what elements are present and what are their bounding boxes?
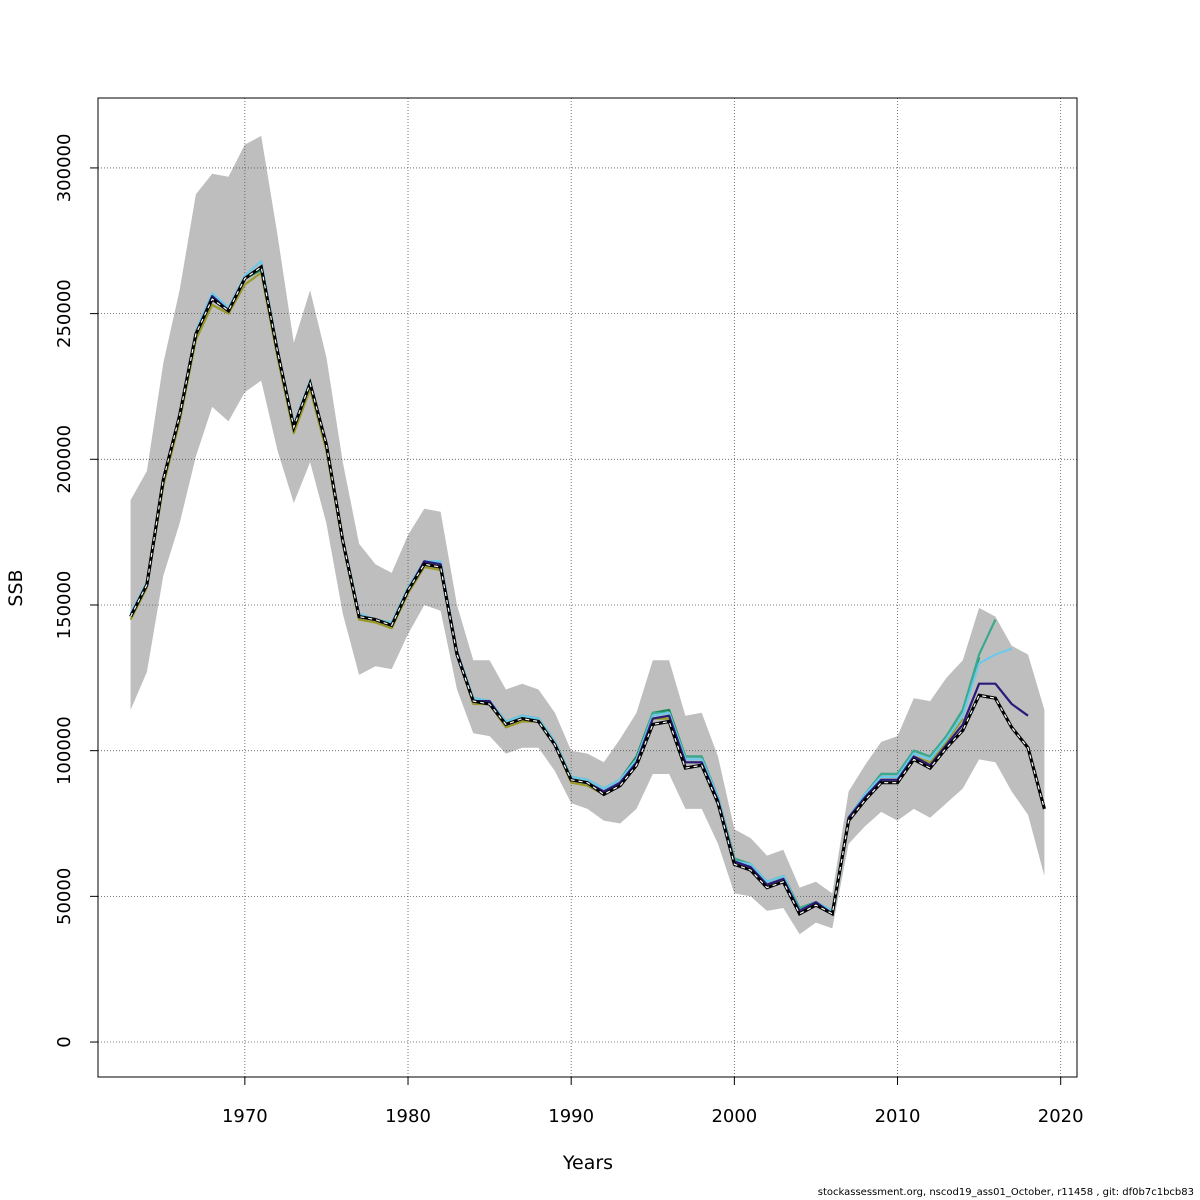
series-line-base-fit	[130, 265, 1045, 915]
confidence-band-layer	[130, 135, 1045, 935]
y-tick-label: 100000	[54, 716, 75, 785]
y-tick-label: 50000	[54, 868, 75, 925]
y-tick-label: 300000	[54, 134, 75, 203]
x-tick-label: 2010	[875, 1106, 921, 1127]
x-tick-label: 1970	[222, 1106, 268, 1127]
y-tick-label: 250000	[54, 279, 75, 348]
plot-frame	[97, 97, 1078, 1078]
x-tick-label: 2000	[711, 1106, 757, 1127]
y-tick-label: 200000	[54, 425, 75, 494]
confidence-band	[130, 135, 1045, 935]
y-axis-title: SSB	[5, 569, 27, 606]
x-axis-ticks: 1970 1980 1990 2000 2010 2020	[222, 1077, 1084, 1127]
x-tick-label: 2020	[1038, 1106, 1084, 1127]
y-axis-ticks: 0 50000 100000 150000 200000 250000 300000	[54, 134, 98, 1048]
x-tick-label: 1990	[548, 1106, 594, 1127]
y-tick-label: 150000	[54, 571, 75, 640]
series-layer	[129, 260, 1046, 917]
x-axis-title: Years	[562, 1152, 613, 1174]
footer-credit: stockassessment.org, nscod19_ass01_Octob…	[817, 1187, 1194, 1198]
y-tick-label: 0	[54, 1036, 75, 1047]
x-tick-label: 1980	[385, 1106, 431, 1127]
